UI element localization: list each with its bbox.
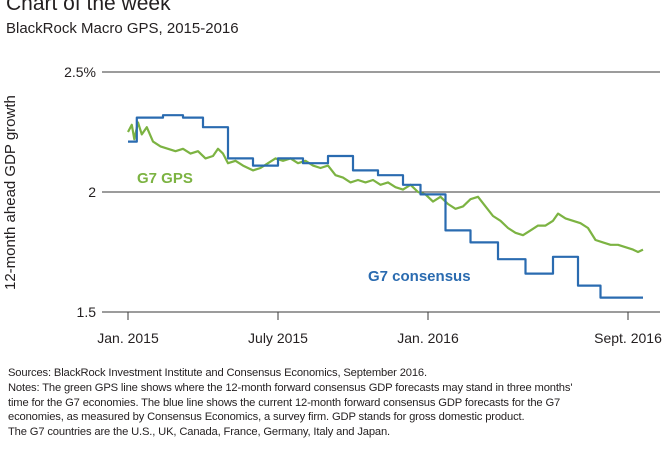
- chart-subtitle: BlackRock Macro GPS, 2015-2016: [6, 20, 239, 37]
- notes-line-1: Notes: The green GPS line shows where th…: [8, 381, 573, 394]
- consensus-series-label: G7 consensus: [368, 268, 471, 285]
- gps-series-line: [127, 121, 644, 254]
- notes-line-4: The G7 countries are the U.S., UK, Canad…: [8, 426, 391, 439]
- x-tick-label: Jan. 2016: [397, 330, 459, 346]
- x-tick-label: July 2015: [248, 330, 308, 346]
- y-tick-label: 1.5: [77, 304, 97, 320]
- x-tick-label: Sept. 2016: [594, 330, 662, 346]
- y-tick-label: 2.5%: [64, 64, 96, 80]
- chart-title: Chart of the week: [6, 0, 171, 15]
- y-tick-label: 2: [88, 184, 96, 200]
- consensus-series-line: [128, 114, 643, 299]
- notes-line-2: time for the G7 economies. The blue line…: [8, 396, 561, 409]
- x-tick-label: Jan. 2015: [97, 330, 159, 346]
- gps-series-label: G7 GPS: [137, 170, 193, 187]
- notes-line-3: economies, as measured by Consensus Econ…: [8, 411, 525, 424]
- chart-notes: Sources: BlackRock Investment Institute …: [8, 366, 664, 440]
- sources-text: Sources: BlackRock Investment Institute …: [8, 367, 427, 379]
